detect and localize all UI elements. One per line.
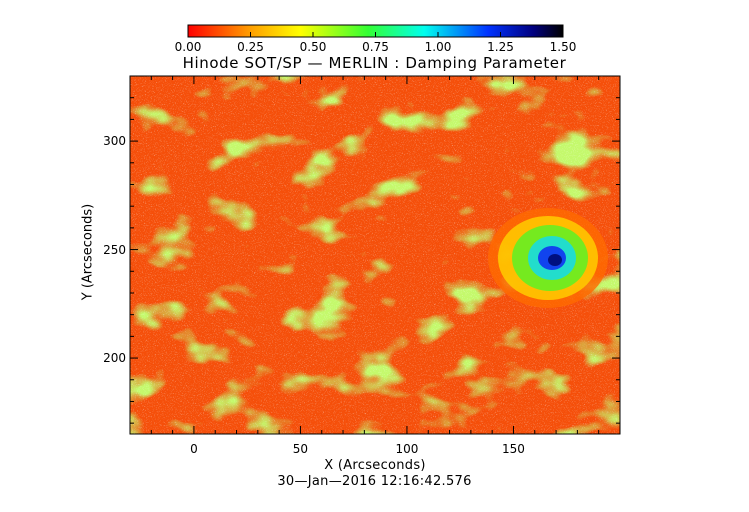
y-tick-label: 200 [103, 351, 126, 366]
colorbar-tick-label: 0.50 [299, 40, 327, 54]
y-axis-label: Y (Arcseconds) [80, 203, 96, 301]
axis-tick-marks [129, 75, 620, 434]
x-axis-label: X (Arcseconds) [324, 458, 426, 473]
heatmap-image [130, 76, 620, 434]
x-tick-label: 50 [292, 442, 309, 456]
colorbar-tick-label: 0.25 [237, 40, 264, 54]
x-tick-label: 100 [395, 442, 419, 456]
sunspot [488, 208, 608, 308]
timestamp-label: 30—Jan—2016 12:16:42.576 [277, 474, 472, 489]
chart-title: Hinode SOT/SP — MERLIN : Damping Paramet… [182, 54, 567, 72]
colorbar-tick-label: 1.25 [487, 40, 514, 54]
colorbar-tick-label: 1.50 [549, 40, 577, 54]
colorbar-tick-label: 1.00 [424, 40, 452, 54]
y-tick-label: 300 [103, 134, 126, 149]
colorbar-tick-label: 0.75 [362, 40, 389, 54]
y-tick-label: 250 [103, 242, 126, 257]
plot-frame [129, 75, 621, 435]
colorbar-tick-marks [187, 32, 564, 37]
x-tick-label: 150 [502, 442, 525, 456]
x-tick-label: 0 [190, 442, 198, 456]
colorbar-tick-label: 0.00 [174, 40, 202, 54]
